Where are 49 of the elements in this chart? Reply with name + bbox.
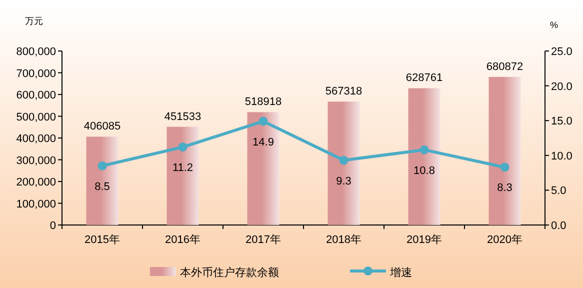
y-tick-label: 700,000 bbox=[16, 68, 56, 80]
legend-label: 增速 bbox=[389, 266, 412, 279]
data-label: 628761 bbox=[406, 72, 443, 84]
y-tick-label: 600,000 bbox=[16, 90, 56, 102]
point bbox=[98, 161, 107, 170]
bar bbox=[247, 112, 280, 225]
data-label: 567318 bbox=[325, 86, 362, 98]
bar bbox=[86, 136, 118, 225]
data-label: 10.8 bbox=[414, 164, 435, 177]
y-tick-label: 0 bbox=[50, 220, 56, 232]
point bbox=[178, 142, 188, 152]
x-tick-label: 2017年 bbox=[246, 234, 281, 246]
y-tick-label: 500,000 bbox=[16, 111, 56, 124]
y2-tick-label: 20.0 bbox=[551, 80, 572, 93]
point bbox=[500, 162, 510, 172]
data-label: 518918 bbox=[244, 96, 282, 108]
point bbox=[420, 145, 429, 154]
y-tick-label: 800,000 bbox=[16, 46, 56, 58]
bar bbox=[328, 102, 360, 225]
data-label: 406085 bbox=[84, 120, 121, 133]
bar bbox=[488, 76, 521, 225]
bar bbox=[408, 88, 440, 225]
data-label: 8.5 bbox=[94, 180, 110, 193]
y2-tick-label: 10.0 bbox=[551, 150, 572, 162]
y2-tick-label: 5.0 bbox=[551, 185, 566, 198]
x-tick-label: 2018年 bbox=[326, 234, 362, 246]
bar bbox=[166, 126, 199, 225]
point bbox=[258, 116, 268, 126]
legend-label: 本外币住户存款余额 bbox=[180, 266, 279, 279]
x-tick-label: 2015年 bbox=[84, 234, 120, 246]
y2-tick-label: 15.0 bbox=[551, 116, 572, 128]
y-tick-label: 200,000 bbox=[16, 176, 56, 188]
point bbox=[339, 156, 348, 165]
data-label: 11.2 bbox=[172, 162, 194, 174]
y2-axis-title: % bbox=[550, 20, 558, 30]
y-tick-label: 100,000 bbox=[16, 198, 56, 210]
x-tick-label: 2019年 bbox=[406, 234, 442, 246]
x-tick-label: 2020年 bbox=[487, 234, 522, 246]
y2-tick-label: 0.0 bbox=[551, 220, 566, 232]
x-tick-label: 2016年 bbox=[165, 234, 200, 246]
data-label: 14.9 bbox=[252, 136, 274, 148]
data-label: 451533 bbox=[164, 110, 202, 123]
y2-tick-label: 25.0 bbox=[551, 46, 572, 58]
y-tick-label: 300,000 bbox=[16, 154, 56, 167]
y-axis-title: 万元 bbox=[25, 16, 43, 26]
y-tick-label: 400,000 bbox=[16, 133, 56, 145]
data-label: 9.3 bbox=[336, 175, 352, 188]
data-label: 8.3 bbox=[497, 182, 512, 194]
data-label: 680872 bbox=[486, 60, 524, 73]
